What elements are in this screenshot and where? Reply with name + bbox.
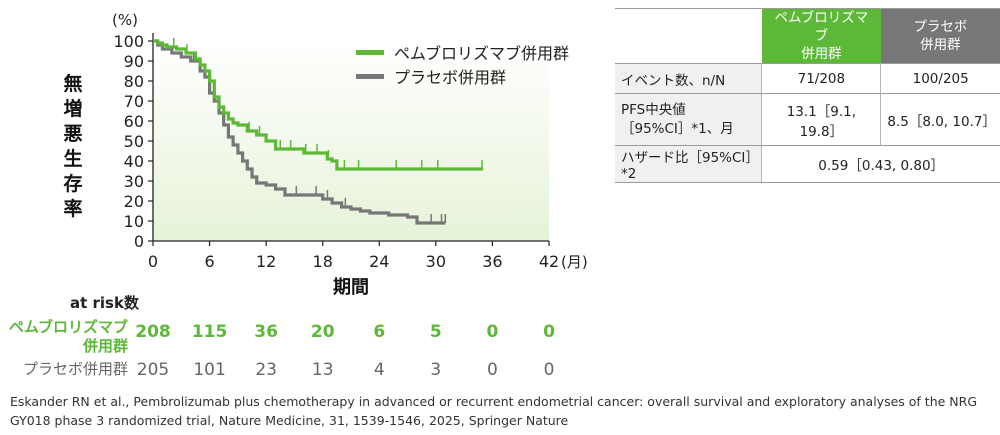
stats-value-pembrolizumab: 13.1［9.1, 19.8］ xyxy=(761,93,881,146)
at-risk-value: 0 xyxy=(543,360,555,380)
stats-row-events: イベント数、n/N 71/208 100/205 xyxy=(615,63,1000,94)
stats-row-median-pfs: PFS中央値 ［95%CI］*1、月 13.1［9.1, 19.8］ 8.5［8.… xyxy=(615,93,1000,146)
x-tick-label: 18 xyxy=(313,252,333,271)
x-tick-label: 12 xyxy=(256,252,276,271)
at-risk-value: 6 xyxy=(373,322,386,342)
legend-swatch-placebo xyxy=(356,73,384,79)
stats-row-label: PFS中央値 ［95%CI］*1、月 xyxy=(615,93,762,146)
stats-table: ペムブロリズマブ 併用群 プラセボ 併用群 イベント数、n/N 71/208 100… xyxy=(615,8,1000,183)
stats-value-pembrolizumab: 71/208 xyxy=(761,63,881,94)
y-tick-label: 90 xyxy=(124,52,144,71)
y-unit-label: (%) xyxy=(112,11,138,29)
stats-row-label: ハザード比［95%CI］*2 xyxy=(615,145,762,183)
at-risk-value: 4 xyxy=(373,360,385,380)
stats-value-hazard-ratio: 0.59［0.43, 0.80］ xyxy=(761,145,1000,183)
y-tick-label: 100 xyxy=(113,32,144,51)
legend-label-placebo: プラセボ併用群 xyxy=(394,68,507,87)
km-curve-pembrolizumab xyxy=(153,39,483,171)
legend-swatch-pembrolizumab xyxy=(356,49,384,55)
x-axis-label: 期間 xyxy=(333,277,369,298)
x-tick-label: 42 xyxy=(539,252,559,271)
at-risk-label-line: プラセボ併用群 xyxy=(22,360,128,378)
y-tick-label: 80 xyxy=(124,72,144,91)
at-risk-value: 23 xyxy=(255,360,277,380)
y-tick-label: 10 xyxy=(124,212,144,231)
y-tick-label: 30 xyxy=(124,172,144,191)
at-risk-value: 208 xyxy=(135,322,171,342)
at-risk-value: 115 xyxy=(191,322,228,342)
at-risk-value: 101 xyxy=(193,360,226,380)
at-risk-value: 13 xyxy=(311,360,334,380)
x-tick-label: 30 xyxy=(426,252,446,271)
x-tick-label: 36 xyxy=(482,252,502,271)
stats-value-placebo: 100/205 xyxy=(880,63,1000,94)
at-risk-value: 0 xyxy=(543,322,555,342)
km-curve-placebo xyxy=(153,39,446,225)
stats-row-label: イベント数、n/N xyxy=(615,63,762,94)
at-risk-value: 3 xyxy=(430,360,442,380)
at-risk-title: at risk数 xyxy=(70,294,139,312)
stats-header-blank xyxy=(615,8,762,64)
at-risk-label-placebo: プラセボ併用群 xyxy=(23,360,128,379)
at-risk-value: 0 xyxy=(486,322,499,342)
stats-row-hazard-ratio: ハザード比［95%CI］*2 0.59［0.43, 0.80］ xyxy=(615,145,1000,183)
at-risk-label-line: ペムブロリズマブ xyxy=(8,318,128,336)
at-risk-value: 205 xyxy=(136,360,170,380)
y-tick-label: 50 xyxy=(124,132,144,151)
y-axis-label: 無増悪生存率 xyxy=(63,73,83,220)
legend-item-pembrolizumab: ペムブロリズマブ併用群 xyxy=(356,40,569,64)
stats-header-placebo: プラセボ 併用群 xyxy=(880,8,1000,64)
x-unit-label: (月) xyxy=(561,253,588,271)
x-tick-label: 6 xyxy=(204,252,214,271)
y-tick-label: 60 xyxy=(124,112,144,131)
stats-header-pembrolizumab: ペムブロリズマブ 併用群 xyxy=(761,8,881,64)
y-tick-label: 70 xyxy=(124,92,144,111)
at-risk-value: 36 xyxy=(254,322,278,342)
at-risk-value: 20 xyxy=(310,322,335,342)
legend-label-pembrolizumab: ペムブロリズマブ併用群 xyxy=(394,44,570,63)
x-tick-label: 24 xyxy=(369,252,389,271)
legend: ペムブロリズマブ併用群 プラセボ併用群 xyxy=(356,40,569,88)
citation: Eskander RN et al., Pembrolizumab plus c… xyxy=(10,394,978,428)
x-tick-label: 0 xyxy=(148,252,158,271)
y-tick-label: 0 xyxy=(134,232,144,251)
at-risk-value: 5 xyxy=(429,322,442,342)
legend-item-placebo: プラセボ併用群 xyxy=(356,64,569,88)
y-tick-label: 40 xyxy=(124,152,144,171)
at-risk-label-line: 併用群 xyxy=(82,337,128,355)
at-risk-value: 0 xyxy=(487,360,498,380)
at-risk-label-pembrolizumab: ペムブロリズマブ 併用群 xyxy=(9,318,128,356)
y-tick-label: 20 xyxy=(124,192,144,211)
stats-value-placebo: 8.5［8.0, 10.7］ xyxy=(880,93,1000,146)
stats-header-row: ペムブロリズマブ 併用群 プラセボ 併用群 xyxy=(615,8,1000,64)
